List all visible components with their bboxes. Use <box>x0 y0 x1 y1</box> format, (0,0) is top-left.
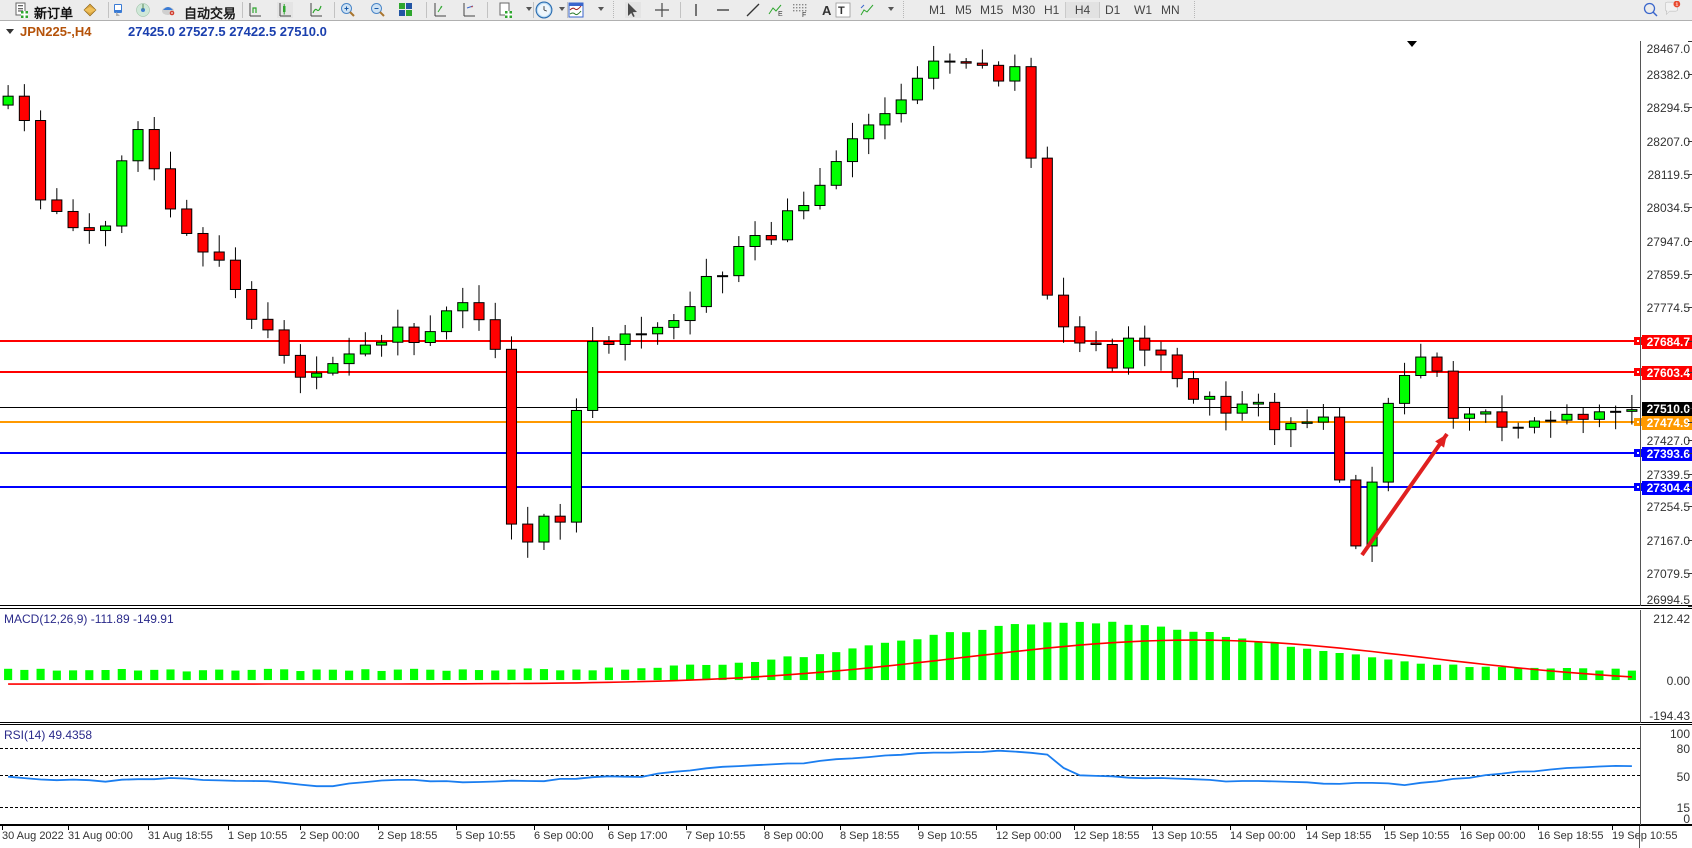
svg-text:A: A <box>822 3 832 18</box>
svg-text:F: F <box>802 12 806 18</box>
svg-text:E: E <box>778 11 783 18</box>
svg-text:1: 1 <box>1675 2 1678 8</box>
svg-text:T: T <box>838 5 845 17</box>
